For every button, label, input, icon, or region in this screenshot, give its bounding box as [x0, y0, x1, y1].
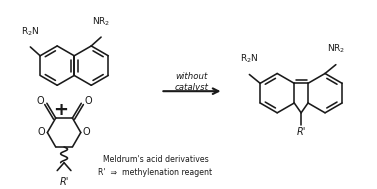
Text: Meldrum's acid derivatives: Meldrum's acid derivatives — [103, 155, 208, 163]
Text: without: without — [176, 72, 208, 81]
Text: catalyst: catalyst — [175, 83, 209, 92]
Text: R': R' — [296, 128, 306, 138]
Text: O: O — [38, 128, 45, 138]
Text: R'  ⇒  methylenation reagent: R' ⇒ methylenation reagent — [98, 168, 213, 177]
Text: R$_2$N: R$_2$N — [21, 26, 40, 38]
Text: NR$_2$: NR$_2$ — [92, 16, 110, 28]
Text: R$_2$N: R$_2$N — [240, 52, 259, 65]
Text: O: O — [36, 96, 44, 106]
Text: +: + — [53, 101, 67, 119]
Text: NR$_2$: NR$_2$ — [327, 42, 345, 55]
Text: O: O — [83, 128, 90, 138]
Text: R': R' — [60, 177, 69, 187]
Text: O: O — [84, 96, 92, 106]
